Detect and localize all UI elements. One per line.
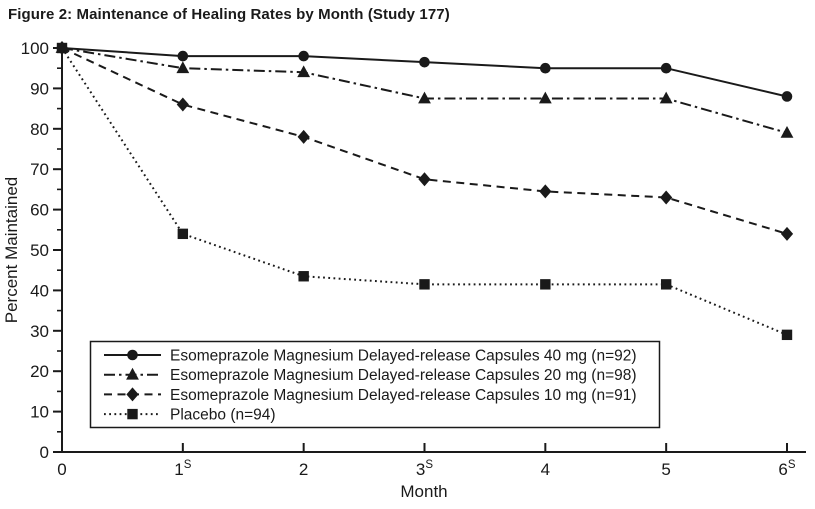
y-tick-label: 0 bbox=[40, 443, 49, 462]
y-tick-label: 50 bbox=[30, 241, 49, 260]
series-esomeprazole-40mg-marker-circle bbox=[781, 91, 793, 102]
legend-label-esomeprazole-10mg: Esomeprazole Magnesium Delayed-release C… bbox=[170, 387, 637, 404]
series-esomeprazole-10mg-marker-diamond bbox=[297, 129, 310, 144]
y-axis-label: Percent Maintained bbox=[2, 177, 21, 323]
legend-esomeprazole-40mg-marker-circle bbox=[127, 349, 138, 361]
series-esomeprazole-10mg-marker-diamond bbox=[176, 97, 189, 112]
series-esomeprazole-10mg-marker-diamond bbox=[539, 184, 552, 199]
series-placebo-marker-square bbox=[298, 271, 309, 282]
series-esomeprazole-40mg-marker-circle bbox=[660, 62, 672, 74]
series-esomeprazole-20mg-marker-triangle bbox=[418, 91, 431, 104]
series-placebo-marker-square bbox=[419, 279, 430, 290]
legend-label-placebo: Placebo (n=94) bbox=[170, 407, 276, 424]
x-tick-label: 2 bbox=[299, 460, 308, 479]
series-esomeprazole-40mg-marker-circle bbox=[177, 50, 189, 62]
legend-box bbox=[89, 340, 661, 429]
series-esomeprazole-10mg-marker-diamond bbox=[660, 190, 673, 205]
y-tick-label: 20 bbox=[30, 362, 49, 381]
x-tick-label: 6S bbox=[778, 459, 795, 479]
series-placebo-marker-square bbox=[56, 42, 68, 54]
y-tick-label: 90 bbox=[30, 79, 49, 98]
y-tick-label: 100 bbox=[21, 39, 49, 58]
series-esomeprazole-20mg-marker-triangle bbox=[538, 91, 552, 104]
series-esomeprazole-20mg-marker-triangle bbox=[297, 65, 311, 78]
x-tick-label: 0 bbox=[57, 460, 66, 479]
y-tick-label: 80 bbox=[30, 120, 49, 139]
y-tick-label: 10 bbox=[30, 403, 49, 422]
series-line-placebo bbox=[61, 47, 788, 336]
series-esomeprazole-40mg-marker-circle bbox=[298, 50, 309, 62]
x-tick-label: 5 bbox=[661, 460, 670, 479]
series-esomeprazole-10mg-marker-diamond bbox=[418, 172, 431, 187]
legend-esomeprazole-20mg-marker-triangle bbox=[126, 367, 139, 380]
series-esomeprazole-40mg-marker-circle bbox=[540, 62, 551, 74]
legend-esomeprazole-10mg-marker-diamond bbox=[126, 387, 139, 402]
y-tick-label: 30 bbox=[30, 322, 49, 341]
y-tick-label: 70 bbox=[30, 160, 49, 179]
series-esomeprazole-20mg-marker-triangle bbox=[659, 91, 673, 104]
series-esomeprazole-40mg-marker-circle bbox=[419, 56, 430, 68]
plot-layer: 0 10 20 30 40 50 60 70 80 90 100 0 1S 2 3S 4 5 6S Esomepra… bbox=[21, 39, 806, 479]
x-tick-label: 1S bbox=[174, 459, 191, 479]
series-esomeprazole-10mg-marker-diamond bbox=[780, 226, 794, 241]
series-placebo-marker-square bbox=[660, 279, 672, 290]
series-placebo-marker-square bbox=[540, 279, 551, 290]
y-tick-label: 40 bbox=[30, 281, 49, 300]
series-esomeprazole-20mg-marker-triangle bbox=[780, 125, 794, 138]
x-tick-label: 4 bbox=[541, 460, 550, 479]
legend-label-esomeprazole-40mg: Esomeprazole Magnesium Delayed-release C… bbox=[170, 348, 637, 365]
series-placebo-marker-square bbox=[781, 329, 793, 341]
series-esomeprazole-20mg-marker-triangle bbox=[176, 61, 190, 74]
legend-label-esomeprazole-20mg: Esomeprazole Magnesium Delayed-release C… bbox=[170, 367, 637, 384]
figure-title: Figure 2: Maintenance of Healing Rates b… bbox=[8, 6, 450, 23]
x-axis-label: Month bbox=[400, 482, 447, 501]
series-placebo-marker-square bbox=[177, 228, 189, 240]
legend-placebo-marker-square bbox=[127, 408, 138, 420]
series-line-esomeprazole-10mg bbox=[61, 47, 788, 235]
y-tick-label: 60 bbox=[30, 201, 49, 220]
x-tick-label: 3S bbox=[416, 459, 433, 479]
series-line-esomeprazole-40mg bbox=[61, 47, 788, 98]
